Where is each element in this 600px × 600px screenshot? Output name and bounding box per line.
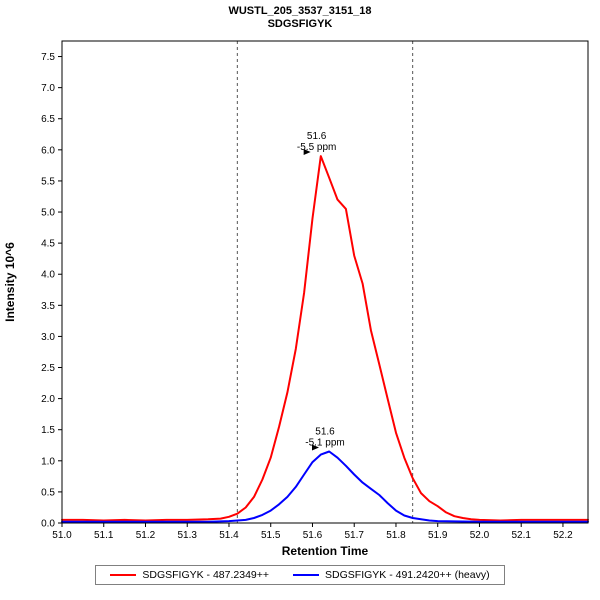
x-tick-label: 51.2 — [136, 530, 156, 541]
legend-line-sample — [293, 574, 320, 576]
y-tick-label: 0.0 — [41, 519, 55, 530]
legend-label: SDGSFIGYK - 491.2420++ (heavy) — [325, 569, 490, 581]
chart-subtitle: SDGSFIGYK — [267, 18, 333, 30]
peak-annotation-rt: 51.6 — [315, 426, 335, 437]
legend-line-sample — [110, 574, 137, 576]
x-axis-title: Retention Time — [282, 544, 369, 558]
y-axis-title: Intensity 10^6 — [3, 242, 17, 322]
legend-wrap: SDGSFIGYK - 487.2349++ SDGSFIGYK - 491.24… — [0, 565, 600, 585]
x-tick-label: 51.8 — [386, 530, 406, 541]
y-tick-label: 7.5 — [41, 52, 55, 63]
y-tick-label: 5.5 — [41, 176, 55, 187]
peak-annotation-ppm: -5.5 ppm — [297, 142, 336, 153]
x-tick-label: 51.9 — [428, 530, 448, 541]
y-tick-label: 6.5 — [41, 114, 55, 125]
y-tick-label: 4.0 — [41, 270, 55, 281]
y-tick-label: 0.5 — [41, 487, 55, 498]
y-tick-label: 3.5 — [41, 301, 55, 312]
x-tick-label: 51.0 — [52, 530, 72, 541]
legend-label: SDGSFIGYK - 487.2349++ — [142, 569, 270, 581]
y-tick-label: 1.0 — [41, 456, 55, 467]
x-tick-label: 51.7 — [344, 530, 364, 541]
x-tick-label: 52.1 — [511, 530, 531, 541]
chart-header: WUSTL_205_3537_3151_18 SDGSFIGYK — [0, 0, 600, 31]
x-tick-label: 51.5 — [261, 530, 281, 541]
x-tick-label: 52.2 — [553, 530, 573, 541]
y-tick-label: 5.0 — [41, 208, 55, 219]
y-tick-label: 2.5 — [41, 363, 55, 374]
series-line-1 — [61, 450, 589, 523]
y-tick-label: 6.0 — [41, 145, 55, 156]
x-tick-label: 51.3 — [178, 530, 198, 541]
y-tick-label: 7.0 — [41, 83, 55, 94]
x-tick-label: 52.0 — [470, 530, 490, 541]
plot-area[interactable] — [62, 41, 588, 523]
chart-title: WUSTL_205_3537_3151_18 — [228, 5, 372, 17]
series-line-0 — [61, 155, 589, 522]
legend: SDGSFIGYK - 487.2349++ SDGSFIGYK - 491.24… — [95, 565, 505, 585]
legend-item: SDGSFIGYK - 491.2420++ (heavy) — [293, 569, 490, 581]
y-tick-label: 4.5 — [41, 239, 55, 250]
x-tick-label: 51.6 — [303, 530, 323, 541]
y-tick-label: 3.0 — [41, 332, 55, 343]
legend-item: SDGSFIGYK - 487.2349++ — [110, 569, 269, 581]
y-tick-label: 2.0 — [41, 394, 55, 405]
peak-annotation-ppm: -5.1 ppm — [305, 437, 344, 448]
peak-annotation-rt: 51.6 — [307, 131, 327, 142]
peak-apex-marker — [312, 444, 319, 451]
x-tick-label: 51.1 — [94, 530, 114, 541]
x-tick-label: 51.4 — [219, 530, 239, 541]
peak-apex-marker — [303, 149, 311, 156]
plot-border — [61, 40, 589, 524]
y-tick-label: 1.5 — [41, 425, 55, 436]
